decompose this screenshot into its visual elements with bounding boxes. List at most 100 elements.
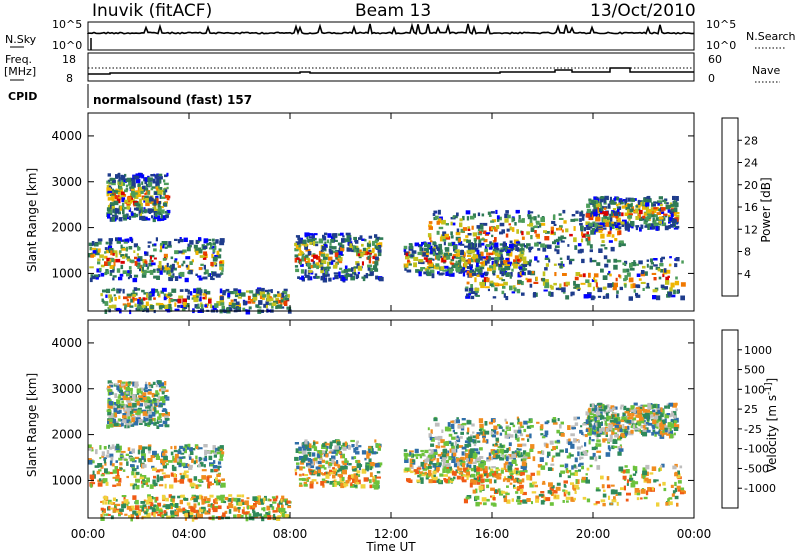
echo-cell [471,291,475,294]
echo-cell [590,249,593,252]
echo-cell [220,238,225,243]
echo-cell [435,263,439,266]
echo-cell [473,465,476,468]
echo-cell [170,446,172,449]
echo-cell [495,210,497,214]
echo-cell [596,217,601,222]
echo-cell [114,190,118,192]
echo-cell [631,425,634,428]
echo-cell [243,507,245,509]
echo-cell [503,260,506,264]
echo-cell [430,240,433,242]
echo-cell [433,452,437,455]
echo-cell [266,299,271,302]
echo-cell [467,477,469,480]
echo-cell [463,474,466,476]
echo-cell [671,413,674,417]
echo-cell [653,207,657,209]
echo-cell [451,222,453,226]
echo-cell [345,442,347,447]
echo-cell [640,425,643,428]
echo-cell [491,227,494,230]
echo-cell [348,445,351,450]
echo-cell [424,257,428,260]
echo-cell [153,297,156,299]
echo-cell [160,250,163,253]
echo-cell [479,429,482,431]
echo-cell [513,266,517,269]
echo-cell [433,418,437,422]
echo-cell [162,265,164,270]
echo-cell [486,474,488,478]
echo-cell [678,480,682,484]
echo-cell [627,204,632,208]
echo-cell [670,434,673,439]
echo-cell [130,464,135,467]
echo-cell [466,210,471,214]
echo-cell [515,255,519,259]
echo-cell [479,486,484,491]
echo-cell [580,425,582,427]
echo-cell [608,271,610,274]
echo-cell [354,273,356,276]
echo-cell [600,476,604,480]
echo-cell [538,465,540,468]
echo-cell [113,275,117,277]
echo-cell [233,507,237,511]
echo-cell [241,515,244,518]
echo-cell [456,232,461,236]
echo-cell [372,248,375,253]
echo-cell [160,469,164,472]
echo-cell [154,258,157,260]
echo-cell [111,206,115,209]
echo-cell [146,302,149,307]
echo-cell [237,307,241,309]
echo-cell [630,430,633,434]
echo-cell [109,182,112,184]
echo-cell [187,464,189,467]
echo-cell [107,207,111,211]
echo-cell [598,456,601,460]
echo-cell [325,453,328,457]
echo-cell [554,224,557,226]
echo-cell [661,285,665,289]
echo-cell [109,447,112,450]
echo-cell [522,272,525,275]
echo-cell [506,272,510,277]
echo-cell [499,284,504,286]
echo-cell [530,425,534,428]
echo-cell [301,458,305,462]
echo-cell [222,292,226,296]
echo-cell [621,222,625,225]
echo-cell [620,287,623,290]
echo-cell [370,271,374,273]
echo-cell [537,260,540,262]
echo-cell [137,246,139,251]
echo-cell [145,298,147,300]
echo-cell [231,300,234,302]
echo-cell [233,498,237,502]
echo-cell [330,239,334,243]
echo-cell [612,234,615,238]
echo-cell [128,388,133,391]
echo-cell [476,275,479,278]
echo-cell [625,411,630,413]
echo-cell [372,256,374,259]
echo-cell [479,231,482,233]
echo-cell [650,472,654,474]
echo-cell [102,299,104,303]
echo-cell [120,468,123,470]
echo-cell [161,388,166,391]
echo-cell [570,292,572,297]
echo-cell [92,248,97,250]
echo-cell [304,474,308,476]
echo-cell [599,209,601,212]
echo-cell [204,238,209,242]
echo-cell [530,284,533,288]
echo-cell [126,408,131,411]
echo-cell [127,294,132,297]
echo-cell [92,482,95,484]
echo-cell [140,477,145,480]
echo-cell [608,231,612,234]
echo-cell [201,500,204,505]
